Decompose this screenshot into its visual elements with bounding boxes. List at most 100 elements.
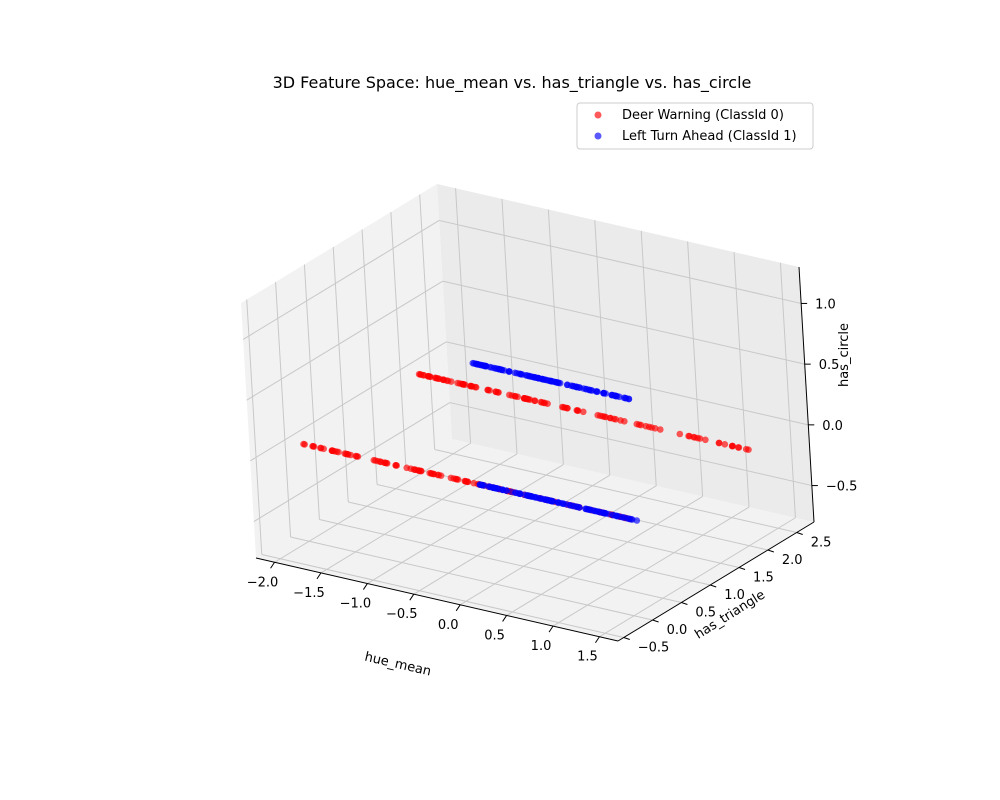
z-tick-label: 1.0 xyxy=(815,297,836,312)
scatter-point-class1 xyxy=(554,499,562,506)
x-tick-mark xyxy=(316,572,322,580)
scatter-point-class1 xyxy=(569,502,577,510)
y-tick-mark xyxy=(710,584,717,588)
grid-line-x-floor xyxy=(459,485,657,606)
scatter-point-class0 xyxy=(426,373,434,381)
legend-marker-class0 xyxy=(594,111,602,119)
z-tick-label: 0.5 xyxy=(819,358,840,373)
grid-line-x-back xyxy=(594,220,611,476)
scatter-point-class1 xyxy=(613,512,620,520)
scatter-point-class0 xyxy=(372,457,379,464)
z-axis-label: has_circle xyxy=(837,323,852,387)
scatter-point-class0 xyxy=(734,444,742,451)
x-tick-mark xyxy=(595,636,600,644)
grid-line-y-wall xyxy=(361,229,378,485)
grid-line-y-floor xyxy=(434,449,797,533)
scatter-point-class0 xyxy=(745,446,752,454)
z-tick-label: −0.5 xyxy=(826,480,858,495)
y-tick-label: 1.5 xyxy=(753,571,774,586)
y-tick-label: 0.5 xyxy=(695,606,716,621)
scatter-point-class1 xyxy=(535,374,542,382)
tick-labels: −2.0 −1.5 −1.0 −0.5 0.0 0.5 1.0 1.5 −0.5 0.0 0.5 1.… xyxy=(247,297,858,664)
scatter-point-class0 xyxy=(721,441,729,448)
grid-line-y-wall xyxy=(275,281,292,538)
scatter-point-class0 xyxy=(696,435,704,442)
scatter-point-class0 xyxy=(352,452,360,460)
x-tick-label: 0.0 xyxy=(438,618,459,633)
x-tick-label: −1.5 xyxy=(293,586,325,601)
scatter-point-class1 xyxy=(563,381,571,389)
grid-line-x-back xyxy=(455,188,472,444)
scatter-point-class1 xyxy=(602,510,609,517)
x-tick-mark xyxy=(548,625,554,633)
scatter-point-class1 xyxy=(537,495,544,502)
grid-line-x-floor xyxy=(320,453,518,574)
scatter-point-class1 xyxy=(619,514,627,521)
scatter-point-class0 xyxy=(392,462,400,469)
grid-line-x-floor xyxy=(506,496,703,616)
y-tick-label: 0.0 xyxy=(667,623,688,638)
x-axis-line xyxy=(255,557,619,642)
x-tick-mark xyxy=(409,593,415,601)
y-tick-mark xyxy=(652,619,659,623)
scatter-point-class1 xyxy=(488,364,495,371)
scatter-point-class1 xyxy=(511,369,519,377)
grid-lines xyxy=(242,188,812,638)
scatter-point-class1 xyxy=(506,368,513,375)
scatter-point-class0 xyxy=(309,443,317,450)
scatter-point-class0 xyxy=(617,417,624,424)
x-tick-label: −0.5 xyxy=(386,607,418,622)
scatter-point-class0 xyxy=(333,448,341,456)
grid-line-z-wall xyxy=(253,402,451,522)
axes-panes xyxy=(241,184,814,641)
scatter-point-class1 xyxy=(573,383,580,391)
grid-line-x-floor xyxy=(367,464,564,584)
grid-line-x-back xyxy=(501,198,518,454)
grid-line-y-floor xyxy=(348,501,711,586)
grid-line-y-wall xyxy=(303,264,320,520)
scatter-point-class0 xyxy=(381,459,388,467)
grid-line-y-wall xyxy=(332,246,349,503)
y-tick-mark xyxy=(767,549,775,553)
scatter-point-class0 xyxy=(729,442,736,450)
scatter-point-class1 xyxy=(550,378,558,386)
scatter-point-class1 xyxy=(586,386,593,394)
scatter-point-class1 xyxy=(497,366,505,373)
scatter-point-class0 xyxy=(690,433,697,441)
scatter-point-class0 xyxy=(495,389,502,396)
z-axis-line xyxy=(798,266,815,523)
grid-line-x-floor xyxy=(552,506,750,627)
scatter-point-class0 xyxy=(467,382,474,390)
grid-line-x-floor xyxy=(274,442,471,563)
y-tick-mark xyxy=(796,532,803,535)
grid-line-x-back xyxy=(640,230,657,486)
scatter-point-class0 xyxy=(657,426,664,433)
grid-line-x-back xyxy=(687,241,704,497)
axes-lines xyxy=(255,266,815,642)
grid-line-y-floor xyxy=(290,536,653,621)
scatter-point-class1 xyxy=(512,489,520,497)
legend-label-class0: Deer Warning (ClassId 0) xyxy=(622,108,784,123)
y-tick-mark xyxy=(681,602,688,605)
scatter-point-class1 xyxy=(490,484,498,492)
scatter-point-class1 xyxy=(576,504,583,511)
scatter-point-class0 xyxy=(447,474,455,482)
grid-line-z-back xyxy=(442,280,805,365)
x-axis-label: hue_mean xyxy=(363,650,432,680)
x-tick-label: 1.5 xyxy=(577,650,598,665)
scatter-point-class0 xyxy=(459,381,467,388)
y-tick-label: 2.5 xyxy=(811,536,832,551)
scatter-point-class0 xyxy=(417,371,424,378)
scatter-point-class0 xyxy=(439,376,447,384)
floor-pane xyxy=(256,439,814,641)
legend-box xyxy=(576,102,814,150)
grid-line-y-floor xyxy=(376,484,740,568)
scatter-point-class0 xyxy=(540,399,548,407)
y-tick-mark xyxy=(623,637,630,640)
grid-line-y-floor xyxy=(261,554,624,638)
x-tick-label: 0.5 xyxy=(484,628,505,643)
scatter-point-class0 xyxy=(341,450,349,457)
scatter-point-class0 xyxy=(437,472,445,480)
grid-line-x-floor xyxy=(599,517,796,638)
